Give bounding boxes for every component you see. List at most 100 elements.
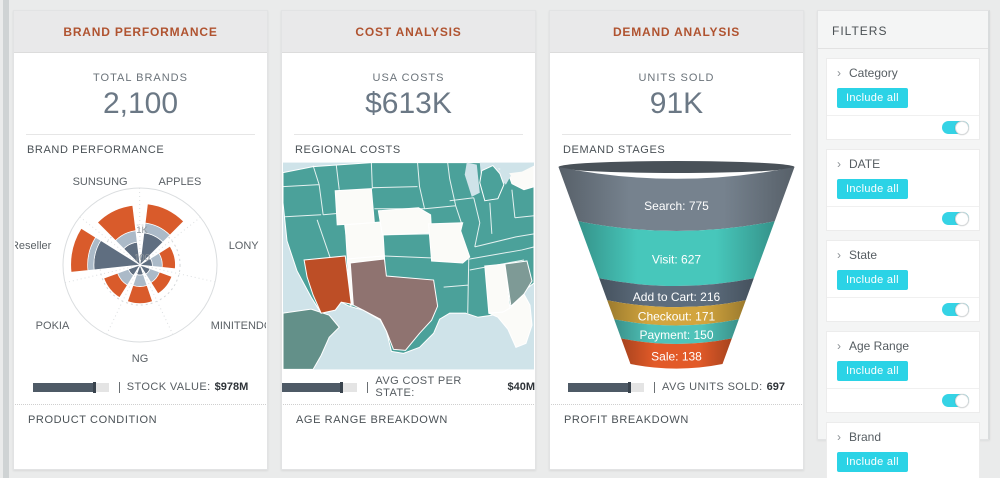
filter-group-date: › DATE Include all bbox=[826, 149, 980, 231]
include-all-button[interactable]: Include all bbox=[837, 88, 908, 108]
divider bbox=[562, 133, 791, 135]
panel-header: DEMAND ANALYSIS bbox=[550, 11, 803, 53]
state-shape[interactable] bbox=[428, 221, 471, 264]
svg-text:Checkout: 171: Checkout: 171 bbox=[638, 309, 716, 323]
gauge-value: 697 bbox=[766, 381, 785, 393]
filter-group-header[interactable]: › Brand bbox=[827, 423, 979, 448]
include-all-button[interactable]: Include all bbox=[837, 452, 908, 472]
chevron-right-icon: › bbox=[837, 430, 841, 444]
kpi-label: TOTAL BRANDS bbox=[93, 72, 188, 84]
filter-toggle-row bbox=[827, 206, 979, 230]
usa-choropleth-map[interactable] bbox=[283, 161, 534, 371]
state-shape[interactable] bbox=[488, 292, 533, 348]
footer-section-title: PROFIT BREAKDOWN bbox=[551, 403, 802, 431]
svg-text:Payment: 150: Payment: 150 bbox=[639, 328, 713, 342]
panel-title: COST ANALYSIS bbox=[355, 24, 462, 39]
panel-header: BRAND PERFORMANCE bbox=[14, 11, 267, 53]
lake-ontario bbox=[496, 162, 534, 174]
svg-text:MINITENDO: MINITENDO bbox=[211, 320, 266, 332]
toggle-knob bbox=[955, 120, 969, 135]
filter-button-row: Include all bbox=[827, 84, 979, 115]
funnel-chart[interactable]: Search: 775 Visit: 627 Add to Cart: 216 Che… bbox=[551, 160, 802, 371]
panel-demand-analysis: DEMAND ANALYSIS UNITS SOLD 91K DEMAND ST… bbox=[549, 10, 804, 470]
section-title: DEMAND STAGES bbox=[563, 143, 666, 156]
footer-section-title: PRODUCT CONDITION bbox=[15, 403, 266, 431]
svg-text:POKIA: POKIA bbox=[36, 320, 70, 332]
filter-group-age-range: › Age Range Include all bbox=[826, 331, 980, 413]
gauge-marker bbox=[340, 381, 344, 393]
panel-cost-analysis: COST ANALYSIS USA COSTS $613K REGIONAL C… bbox=[281, 10, 536, 470]
panel-brand-performance: BRAND PERFORMANCE TOTAL BRANDS 2,100 BRA… bbox=[13, 10, 268, 470]
svg-text:NG: NG bbox=[132, 353, 149, 365]
kpi-total-brands: TOTAL BRANDS 2,100 bbox=[14, 53, 267, 120]
filter-toggle-row bbox=[827, 297, 979, 321]
filter-group-brand: › Brand Include all bbox=[826, 422, 980, 478]
include-all-button[interactable]: Include all bbox=[837, 270, 908, 290]
chevron-right-icon: › bbox=[837, 66, 841, 80]
toggle-knob bbox=[955, 393, 969, 408]
state-shape[interactable] bbox=[303, 254, 352, 314]
state-shape[interactable] bbox=[377, 206, 433, 235]
footer-section-title: AGE RANGE BREAKDOWN bbox=[283, 403, 534, 431]
filter-button-row: Include all bbox=[827, 266, 979, 297]
kpi-usa-costs: USA COSTS $613K bbox=[282, 53, 535, 120]
kpi-label: USA COSTS bbox=[372, 72, 445, 84]
filter-group-label: DATE bbox=[849, 157, 881, 171]
chevron-right-icon: › bbox=[837, 157, 841, 171]
gauge-bar bbox=[32, 381, 109, 393]
gauge-fill bbox=[568, 382, 629, 392]
svg-text:APPLES: APPLES bbox=[158, 176, 201, 188]
state-shape[interactable] bbox=[504, 259, 533, 307]
kpi-label: UNITS SOLD bbox=[638, 72, 715, 84]
page-left-edge bbox=[3, 0, 9, 478]
filter-group-category: › Category Include all bbox=[826, 58, 980, 140]
mexico bbox=[283, 308, 340, 370]
filters-title: FILTERS bbox=[818, 11, 988, 49]
gauge-stock-value: STOCK VALUE: $978M bbox=[14, 371, 267, 404]
gauge-separator bbox=[118, 381, 120, 393]
divider bbox=[26, 133, 255, 135]
filter-button-row: Include all bbox=[827, 448, 979, 478]
filter-group-state: › State Include all bbox=[826, 240, 980, 322]
svg-text:Add to Cart: 216: Add to Cart: 216 bbox=[633, 290, 721, 304]
toggle-switch[interactable] bbox=[942, 120, 969, 135]
gauge-fill bbox=[282, 382, 341, 392]
gauge-separator bbox=[654, 381, 656, 393]
include-all-button[interactable]: Include all bbox=[837, 361, 908, 381]
panel-title: DEMAND ANALYSIS bbox=[612, 24, 741, 39]
filter-toggle-row bbox=[827, 115, 979, 139]
filter-group-label: State bbox=[849, 248, 878, 262]
state-shape[interactable] bbox=[334, 187, 375, 225]
filter-group-header[interactable]: › State bbox=[827, 241, 979, 266]
gauge-bar bbox=[282, 381, 358, 393]
gauge-marker bbox=[92, 381, 96, 393]
state-shape[interactable] bbox=[344, 220, 385, 260]
state-shape[interactable] bbox=[479, 164, 505, 201]
gauge-separator bbox=[367, 381, 369, 393]
funnel-chart-box: Search: 775 Visit: 627 Add to Cart: 216 Che… bbox=[551, 160, 802, 371]
state-shape[interactable] bbox=[349, 257, 439, 351]
filter-group-label: Category bbox=[849, 66, 898, 80]
toggle-knob bbox=[955, 302, 969, 317]
divider bbox=[294, 133, 523, 135]
svg-text:LONY: LONY bbox=[229, 240, 260, 252]
filter-group-header[interactable]: › Age Range bbox=[827, 332, 979, 357]
filter-group-header[interactable]: › Category bbox=[827, 59, 979, 84]
toggle-switch[interactable] bbox=[942, 211, 969, 226]
rose-chart-box: SUNSUNG APPLES LONY MINITENDO NG POKIA Reselle… bbox=[15, 161, 266, 371]
panel-header: COST ANALYSIS bbox=[282, 11, 535, 53]
toggle-switch[interactable] bbox=[942, 393, 969, 408]
svg-text:SUNSUNG: SUNSUNG bbox=[73, 176, 128, 188]
toggle-switch[interactable] bbox=[942, 302, 969, 317]
rose-chart[interactable]: SUNSUNG APPLES LONY MINITENDO NG POKIA Reselle… bbox=[15, 161, 266, 371]
svg-text:1K: 1K bbox=[136, 225, 148, 236]
panel-title: BRAND PERFORMANCE bbox=[63, 24, 218, 39]
include-all-button[interactable]: Include all bbox=[837, 179, 908, 199]
gauge-marker bbox=[628, 381, 632, 393]
filter-group-header[interactable]: › DATE bbox=[827, 150, 979, 175]
filter-group-label: Age Range bbox=[849, 339, 910, 353]
usa-map-box bbox=[283, 161, 534, 371]
gauge-label: AVG UNITS SOLD: bbox=[662, 381, 763, 393]
filter-group-label: Brand bbox=[849, 430, 882, 444]
gauge-label: STOCK VALUE: bbox=[126, 381, 211, 393]
